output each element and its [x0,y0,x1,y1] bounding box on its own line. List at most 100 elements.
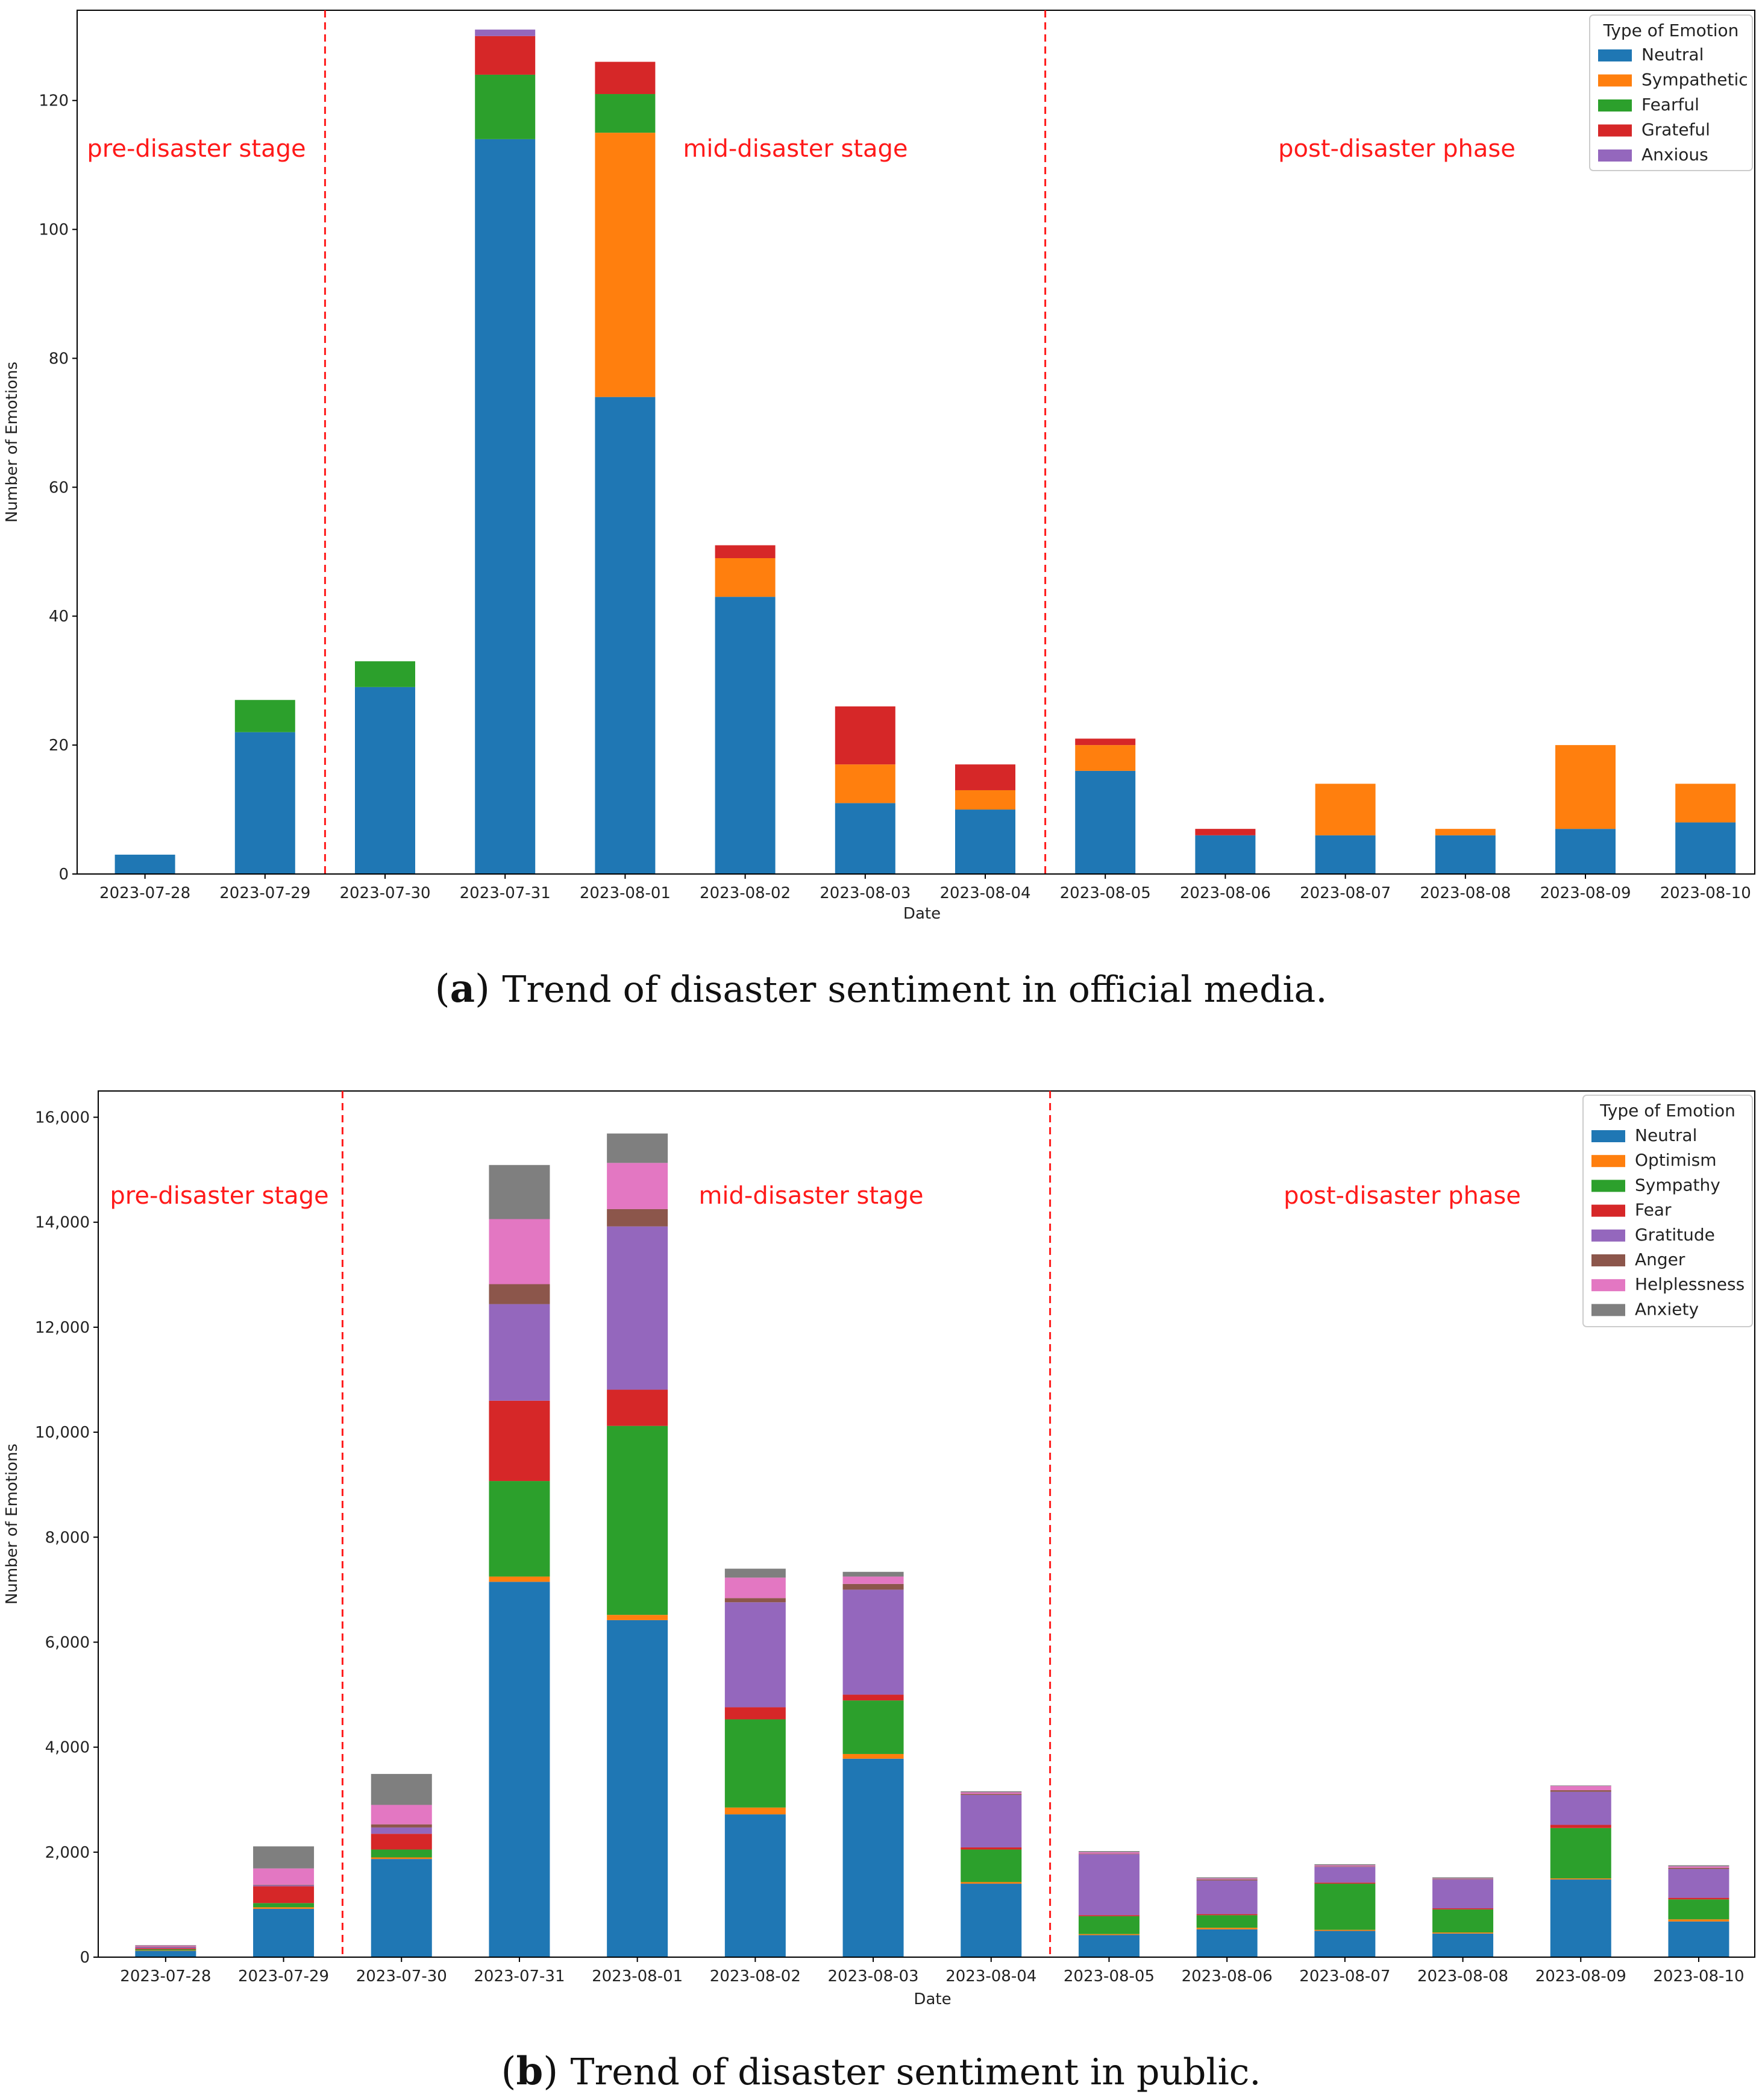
bar-optimism-2023-07-30 [371,1857,432,1860]
legend-label-fear: Fear [1635,1200,1672,1220]
bar-fear-2023-08-01 [607,1389,668,1426]
stage-label: post-disaster phase [1278,135,1516,163]
bar-helplessness-2023-08-05 [1078,1852,1140,1854]
bar-neutral-2023-08-03 [835,803,895,874]
bar-gratitude-2023-07-30 [371,1827,432,1834]
legend-swatch-grateful [1598,124,1632,137]
bar-sympathetic-2023-08-10 [1675,784,1736,823]
bar-fear-2023-07-29 [253,1886,315,1904]
bar-optimism-2023-08-01 [607,1615,668,1620]
bar-optimism-2023-08-03 [842,1753,904,1759]
caption-a-text: Trend of disaster sentiment in official … [502,969,1327,1011]
bar-fear-2023-08-10 [1668,1897,1729,1900]
plot-frame [98,1090,1755,1958]
bar-neutral-2023-08-09 [1550,1879,1611,1957]
bar-fear-2023-08-06 [1196,1914,1258,1916]
bar-fear-2023-08-09 [1550,1825,1611,1828]
bar-anxiety-2023-08-05 [1078,1851,1140,1852]
legend-swatch-neutral [1591,1130,1625,1142]
bar-sympathetic-2023-08-03 [835,764,895,803]
bar-sympathetic-2023-08-02 [715,558,776,597]
y-axis-title: Number of Emotions [3,1444,21,1605]
y-tick-label: 14,000 [35,1214,90,1232]
bar-optimism-2023-08-06 [1196,1928,1258,1929]
legend: Type of Emotion Neutral Sympathetic Fearful… [1589,14,1753,171]
legend-label-neutral: Neutral [1635,1125,1697,1145]
bar-fear-2023-08-07 [1314,1882,1376,1884]
bar-anger-2023-08-04 [961,1794,1022,1795]
bar-anxiety-2023-07-31 [489,1165,550,1219]
bar-neutral-2023-07-30 [355,687,415,874]
bars-group [135,1133,1729,1957]
bar-sympathy-2023-07-30 [371,1849,432,1858]
bar-fear-2023-07-28 [135,1948,196,1949]
x-tick-label: 2023-08-09 [1535,1967,1626,1985]
bar-helplessness-2023-08-10 [1668,1866,1729,1868]
legend-swatch-anger [1591,1254,1625,1266]
bar-helplessness-2023-08-04 [961,1792,1022,1794]
bar-neutral-2023-08-10 [1668,1921,1729,1957]
bar-sympathy-2023-08-04 [961,1849,1022,1882]
bar-optimism-2023-08-05 [1078,1934,1140,1935]
legend-swatch-fearful [1598,99,1632,112]
bar-helplessness-2023-08-07 [1314,1865,1376,1867]
bar-grateful-2023-08-02 [715,545,776,558]
bar-optimism-2023-08-09 [1550,1878,1611,1880]
caption-a: (a) Trend of disaster sentiment in offic… [435,966,1328,1011]
bar-sympathy-2023-07-29 [253,1903,315,1908]
bar-neutral-2023-07-28 [135,1951,196,1957]
bar-fear-2023-08-05 [1078,1915,1140,1917]
x-tick-label: 2023-08-06 [1180,884,1271,902]
x-tick-label: 2023-08-02 [700,884,791,902]
bar-anger-2023-08-01 [607,1209,668,1227]
bar-grateful-2023-07-31 [475,36,536,75]
legend: Type of Emotion Neutral Optimism Sympathy Fe… [1582,1095,1753,1327]
bar-neutral-2023-07-30 [371,1859,432,1957]
caption-a-tag: a [450,966,475,1011]
legend-swatch-fear [1591,1204,1625,1217]
bar-fearful-2023-08-01 [595,94,656,133]
bar-anger-2023-08-02 [724,1598,786,1603]
bar-sympathetic-2023-08-01 [595,133,656,397]
bar-grateful-2023-08-01 [595,61,656,95]
bar-sympathy-2023-08-08 [1432,1909,1494,1933]
y-tick-label: 40 [49,608,69,626]
bar-sympathy-2023-08-09 [1550,1828,1611,1879]
bar-sympathy-2023-08-06 [1196,1915,1258,1928]
stage-label: mid-disaster stage [683,135,908,163]
y-tick-label: 20 [49,737,69,755]
bar-anger-2023-08-06 [1196,1879,1258,1881]
x-tick-label: 2023-07-31 [474,1967,565,1985]
bar-helplessness-2023-07-31 [489,1219,550,1284]
legend-label-sympathetic: Sympathetic [1641,70,1748,90]
bar-sympathetic-2023-08-08 [1435,829,1496,835]
bar-neutral-2023-07-29 [253,1908,315,1957]
x-tick-label: 2023-08-07 [1300,884,1391,902]
bar-neutral-2023-07-31 [475,139,536,874]
bar-helplessness-2023-08-09 [1550,1786,1611,1791]
bar-anger-2023-08-03 [842,1583,904,1590]
stage-label: post-disaster phase [1284,1182,1521,1210]
bar-anxiety-2023-07-30 [371,1774,432,1805]
bar-neutral-2023-08-01 [607,1620,668,1957]
legend-title: Type of Emotion [1603,20,1739,40]
legend-swatch-helplessness [1591,1279,1625,1292]
legend-label-gratitude: Gratitude [1635,1225,1715,1245]
y-tick-label: 10,000 [35,1424,90,1442]
bar-anxiety-2023-08-02 [724,1568,786,1578]
legend-label-fearful: Fearful [1641,95,1699,115]
bar-anxiety-2023-07-29 [253,1846,315,1869]
bar-helplessness-2023-08-08 [1432,1878,1494,1879]
legend-label-neutral: Neutral [1641,45,1704,64]
bar-sympathetic-2023-08-09 [1555,745,1616,829]
bar-optimism-2023-07-29 [253,1907,315,1909]
chart-panel-a: 0 20 40 60 80 100 120 2023-07-28 2023-07-29 2023-… [3,10,1755,923]
x-tick-label: 2023-08-05 [1064,1967,1155,1985]
bar-helplessness-2023-07-30 [371,1805,432,1825]
bar-sympathy-2023-07-31 [489,1481,550,1577]
x-tick-label: 2023-08-01 [580,884,671,902]
bar-gratitude-2023-07-29 [253,1885,315,1887]
x-tick-label: 2023-08-10 [1660,884,1751,902]
legend-swatch-gratitude [1591,1229,1625,1242]
plot-frame [77,10,1755,875]
